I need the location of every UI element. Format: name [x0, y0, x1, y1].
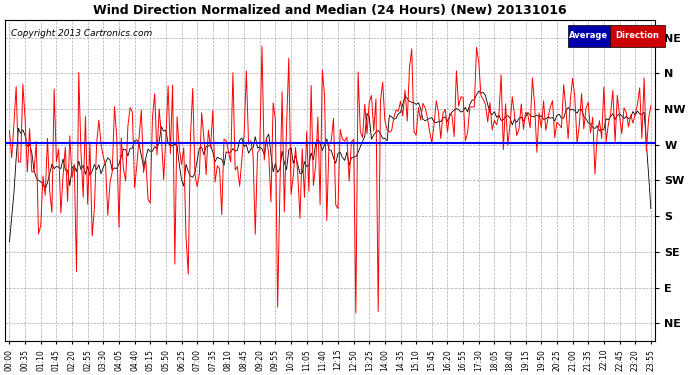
Text: Direction: Direction	[615, 31, 659, 40]
FancyBboxPatch shape	[610, 24, 665, 47]
Text: Copyright 2013 Cartronics.com: Copyright 2013 Cartronics.com	[12, 29, 152, 38]
Text: Average: Average	[569, 31, 608, 40]
Title: Wind Direction Normalized and Median (24 Hours) (New) 20131016: Wind Direction Normalized and Median (24…	[93, 4, 567, 17]
FancyBboxPatch shape	[567, 24, 610, 47]
